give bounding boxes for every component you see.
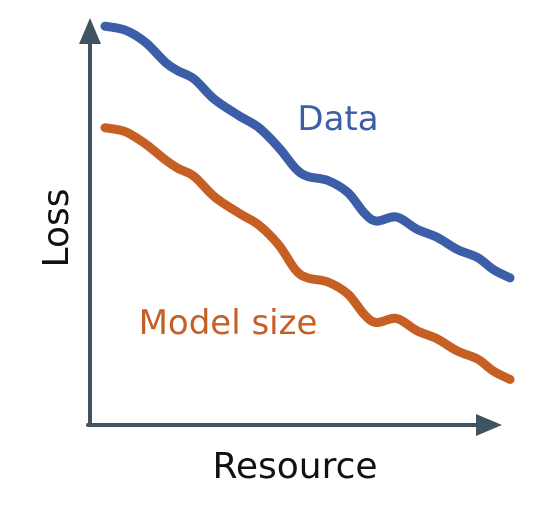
- series-model-size-label: Model size: [139, 303, 318, 343]
- x-axis-arrow-icon: [476, 414, 502, 436]
- y-axis-label: Loss: [36, 189, 77, 268]
- series-data-label: Data: [297, 99, 378, 139]
- series-model-size-line: [100, 123, 515, 384]
- y-axis-arrow-icon: [79, 18, 101, 44]
- series-data-line: [100, 21, 515, 283]
- x-axis-label: Resource: [212, 446, 377, 487]
